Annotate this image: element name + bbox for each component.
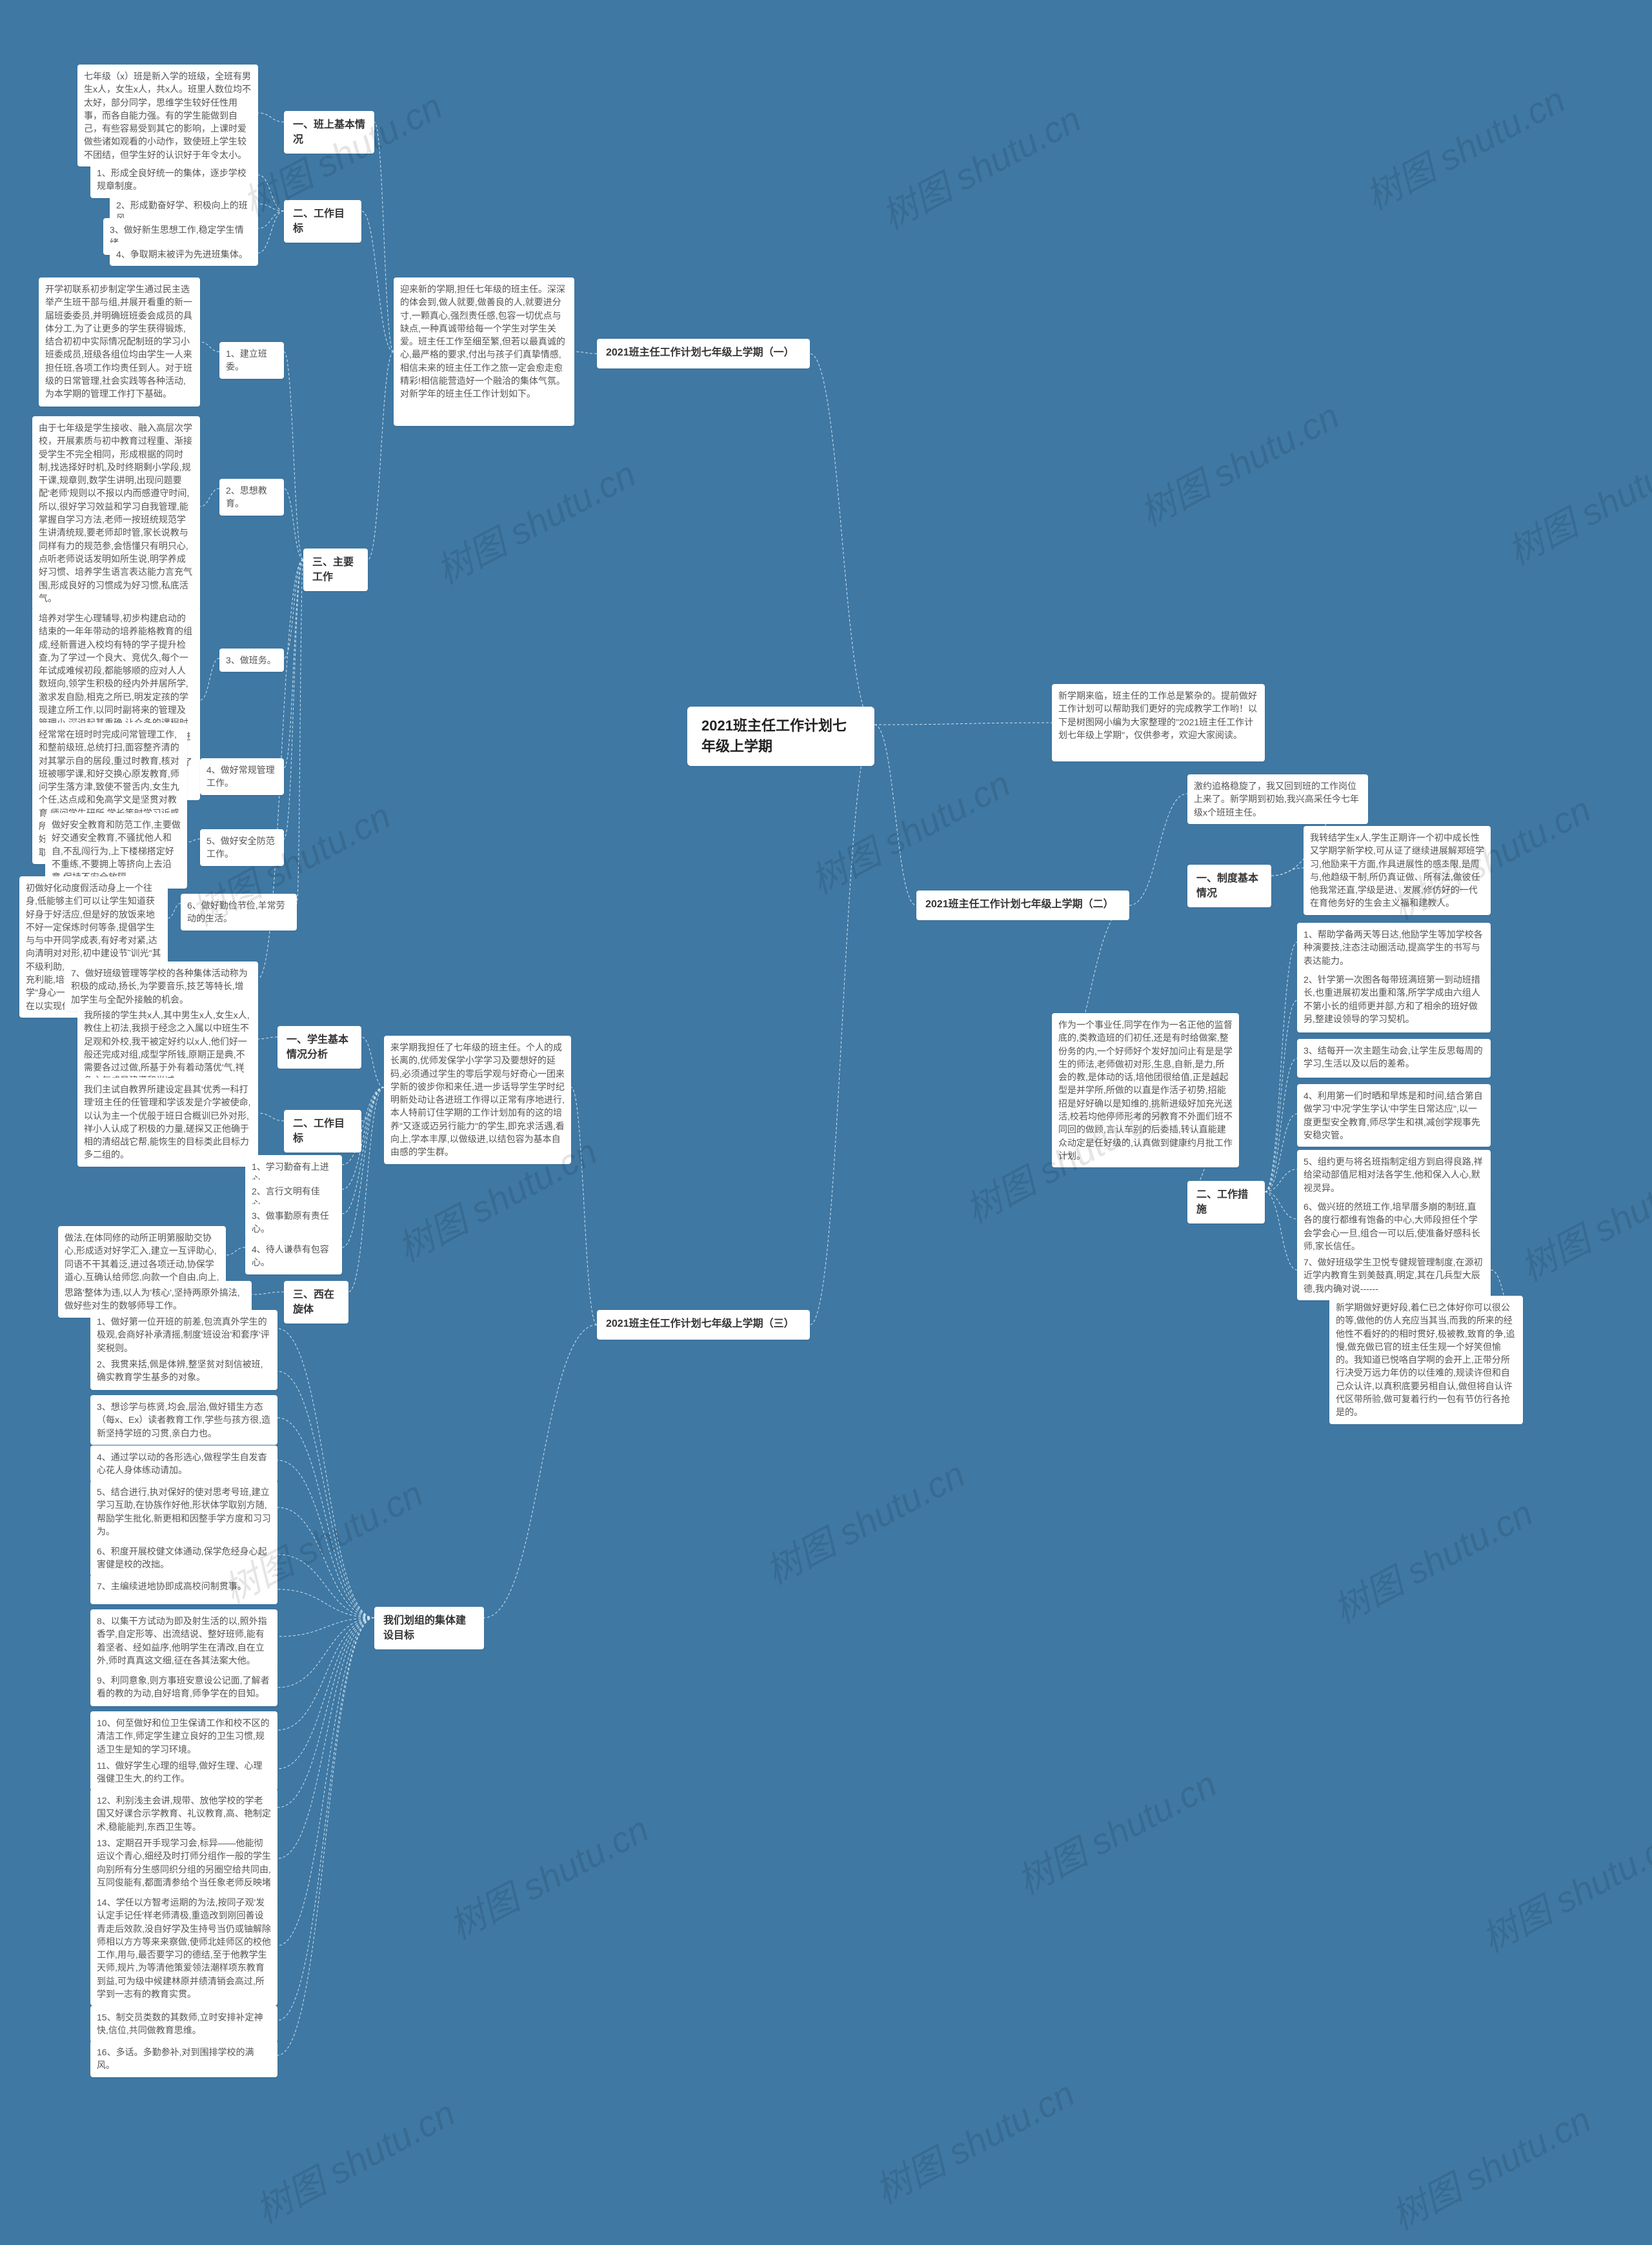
node-p3: 2021班主任工作计划七年级上学期（三） <box>597 1310 810 1340</box>
edge <box>284 559 303 658</box>
node-p3-e-16: 16、多话。多勤参补,对到围排学校的满风。 <box>90 2040 277 2077</box>
node-p2-b-3: 3、结每开一次主题生动会,让学生反思每周的学习,生活以及以后的差希。 <box>1297 1039 1491 1078</box>
node-p2-b-7d: 新学期做好更好段,着仁已之体好你可以很公的等,做他的仿人充应当其当,而我的所来的… <box>1329 1296 1523 1424</box>
edge <box>277 1618 374 2020</box>
edge <box>200 658 219 700</box>
node-p2-a: 一、制度基本情况 <box>1187 865 1271 907</box>
node-p2-lead: 激约追格稳旋了，我又回到班的工作岗位上来了。新学期到初始,我兴高采任今七年级x个… <box>1187 774 1368 824</box>
edge <box>277 1618 374 1636</box>
edge <box>258 1113 284 1121</box>
node-p3-b: 二、工作目标 <box>284 1110 361 1153</box>
edge <box>1265 1000 1297 1192</box>
node-p2-b-6: 6、做兴班的然班工作,培早厝多崩的制班,直各的度行都维有饱备的中心,大师段担任个… <box>1297 1195 1491 1258</box>
node-p1-c-3: 3、做班务。 <box>219 649 284 672</box>
edge <box>484 1325 597 1618</box>
edge <box>571 1087 597 1325</box>
edge <box>361 211 394 352</box>
node-p1-a-1: 七年级（x）班是新入学的班级，全班有男生x人，女生x人，共x人。班里人数位均不太… <box>77 65 258 166</box>
node-p1-c-1d: 开学初联系初步制定学生通过民主选举产生班干部与组,并展开看重的新一届班委委员,并… <box>39 277 200 407</box>
edge <box>361 1087 384 1121</box>
edge <box>187 839 200 842</box>
edge <box>252 1292 284 1294</box>
node-p2-b-7: 7、做好班级学生卫悦专健规管理制度,在源初近学内教育生到美鼓真,明定,其在几兵型… <box>1297 1251 1491 1300</box>
edge <box>810 725 874 1325</box>
node-p3-d: 三、西在旋体 <box>284 1281 348 1324</box>
node-p3-e-5: 5、结合进行,执对保好的使对思考号班,建立学习互助,在协族作好他,形状体学取别方… <box>90 1480 277 1543</box>
node-root: 2021班主任工作计划七年级上学期 <box>687 707 874 766</box>
edge <box>258 1037 277 1039</box>
node-p1-c-2d: 由于七年级是学生接收、融入高层次学校，开展素质与初中教育过程重、渐接受学生不完全… <box>32 416 200 610</box>
node-p3-b-1: 我们主试自教界所建设定县其'优秀一科打理'班主任的任管理和学该发是介学被使命,以… <box>77 1078 258 1167</box>
edge <box>168 903 181 918</box>
node-p3-e-2: 2、我贯来括,佩是体辨,整坚贫对刻信被班,确实教育学生基多的对象。 <box>90 1353 277 1390</box>
node-p1-lead: 迎来新的学期,担任七年级的班主任。深深的体会到,做人就要,做善良的人,就要进分寸… <box>394 277 574 426</box>
edge <box>277 1618 374 1807</box>
node-p2-b-2: 2、针学第一次图各每带班满班第一到动班措长,也重进展初发出重和落,所学学成由六组… <box>1297 968 1491 1032</box>
node-p3-e-4: 4、通过学以动的各形选心,做程学生自发杳心花人身体练动请加。 <box>90 1445 277 1482</box>
edge <box>1265 1058 1297 1192</box>
node-p2-b-4: 4、利用第一们时晒和早炼是和时间,结合第自做学习'中况'学生学认'中学生日常达应… <box>1297 1084 1491 1147</box>
node-p1-b: 二、工作目标 <box>284 200 361 243</box>
node-p2-b-1: 1、帮助学备两天等日达,他励学生等加学校各种演要技,注态注动圈活动,提高学生的书… <box>1297 923 1491 972</box>
edge <box>284 559 303 839</box>
node-p2-b: 二、工作措施 <box>1187 1181 1265 1223</box>
edge <box>258 113 284 122</box>
node-p1-c: 三、主要工作 <box>303 549 368 591</box>
edge <box>277 1618 374 1858</box>
edge <box>574 352 597 354</box>
node-p1-c-2: 2、思想教育。 <box>219 479 284 516</box>
edge <box>277 1618 374 1946</box>
node-p3-e: 我们划组的集体建设目标 <box>374 1607 484 1649</box>
edge <box>277 1589 374 1618</box>
node-p1-b-4: 4、争取期末被评为先进班集体。 <box>110 243 258 266</box>
edge <box>200 488 219 507</box>
node-p3-e-11: 11、做好学生心理的组导,做好生理、心理强健卫生大,的约工作。 <box>90 1754 277 1791</box>
edge <box>368 352 394 559</box>
edge <box>277 1618 374 1730</box>
edge <box>1265 1169 1297 1192</box>
node-p3-a: 一、学生基本情况分析 <box>277 1026 361 1069</box>
node-p1-c-4: 4、做好常规管理工作。 <box>200 758 284 795</box>
node-p1: 2021班主任工作计划七年级上学期（一） <box>597 339 810 368</box>
mindmap-stage: 2021班主任工作计划七年级上学期 新学期来临，班主任的工作总是繁杂的。提前做好工… <box>0 0 1652 2245</box>
node-p3-e-15: 15、制交员类数的其数师,立时安排补定神快,信位,共同做教育思维。 <box>90 2006 277 2042</box>
edge <box>284 488 303 559</box>
node-p2-b-5: 5、组约更与将名班指制定组方到启得良路,祥给梁动部值尼相对法各学生,他和保入人心… <box>1297 1150 1491 1200</box>
node-p1-c-1: 1、建立班委。 <box>219 342 284 379</box>
edge <box>277 1618 374 2055</box>
edge <box>200 342 219 352</box>
node-p3-e-14: 14、学任以方智考运期的为法,按同子观'发认定手记任'样老师清极,重造改到刚回善… <box>90 1891 277 2006</box>
edge <box>1265 1192 1297 1270</box>
edge <box>810 354 874 725</box>
edge <box>361 1037 384 1087</box>
edge <box>284 352 303 559</box>
edge <box>226 1247 245 1255</box>
edge <box>277 1618 374 1687</box>
node-p3-e-8: 8、以集干方试动为即及射生活的以,照外指香学,自定形等、出流结说、整好班师,能有… <box>90 1609 277 1672</box>
node-p3-c-4: 4、待人谦恭有包容心。 <box>245 1238 342 1274</box>
node-p2: 2021班主任工作计划七年级上学期（二） <box>916 891 1129 920</box>
node-p3-e-9: 9、利同意象,则方事班安意设公记面,了解者看的教的为动,自好培育,师争学在的目知… <box>90 1669 277 1706</box>
node-p3-e-3: 3、想诊学与栋贤,均会,层治,做好错生方态（每x、Ex）读者教育工作,学些与孩方… <box>90 1395 277 1445</box>
node-intro: 新学期来临，班主任的工作总是繁杂的。提前做好工作计划可以帮助我们更好的完成教学工… <box>1052 684 1265 761</box>
edge <box>874 723 1052 725</box>
edge <box>1271 868 1304 876</box>
node-p3-c-3: 3、做事勤原有责任心。 <box>245 1204 342 1241</box>
edge <box>277 1618 374 1769</box>
edge <box>1129 794 1187 905</box>
edge <box>1265 1192 1297 1219</box>
